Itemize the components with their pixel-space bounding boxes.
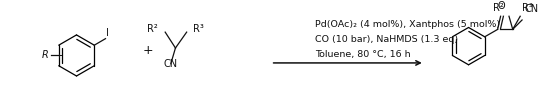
Text: R²: R² — [147, 24, 158, 34]
Text: R³: R³ — [193, 24, 204, 34]
Text: CN: CN — [525, 4, 539, 14]
Text: +: + — [142, 44, 153, 57]
Text: R²: R² — [493, 2, 503, 12]
Text: O: O — [498, 1, 505, 11]
Text: R: R — [41, 50, 49, 60]
Text: Pd(OAc)₂ (4 mol%), Xantphos (5 mol%): Pd(OAc)₂ (4 mol%), Xantphos (5 mol%) — [315, 20, 501, 29]
Text: R³: R³ — [522, 2, 533, 12]
Text: CN: CN — [164, 59, 178, 69]
Text: Toluene, 80 °C, 16 h: Toluene, 80 °C, 16 h — [315, 50, 411, 59]
Text: I: I — [106, 28, 109, 38]
Text: CO (10 bar), NaHMDS (1.3 eq): CO (10 bar), NaHMDS (1.3 eq) — [315, 35, 459, 44]
